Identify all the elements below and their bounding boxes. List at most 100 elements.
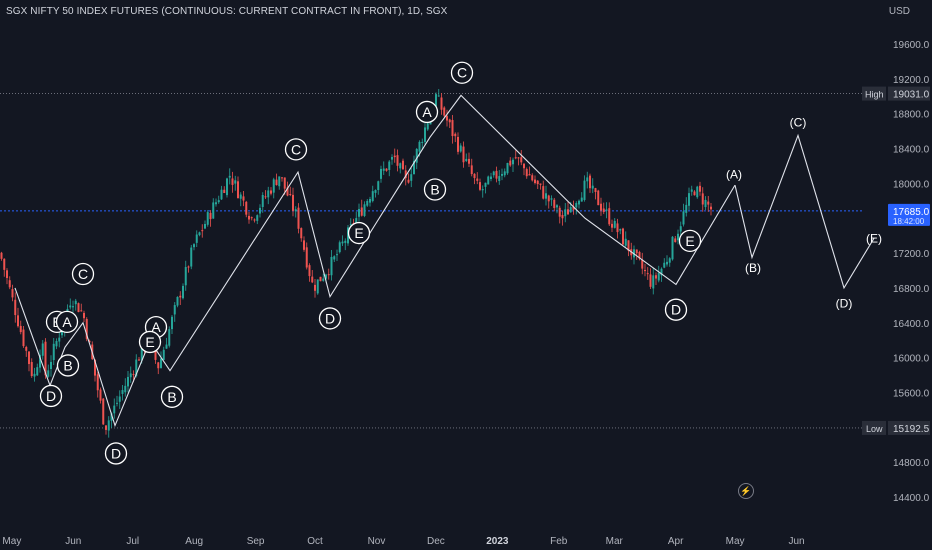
- wave-label-circle-3: [56, 354, 80, 377]
- candle-body-42: [116, 402, 118, 404]
- wave-label-circle-14: [450, 61, 474, 84]
- wave-label-0: D: [46, 388, 56, 404]
- candle-body-203: [558, 207, 561, 217]
- candle-body-233: [641, 259, 644, 269]
- candle-body-237: [652, 275, 655, 289]
- candle-body-16: [44, 341, 47, 376]
- candle-body-208: [572, 206, 575, 210]
- candle-body-10: [28, 351, 30, 365]
- candle-body-163: [448, 119, 451, 123]
- wave-label-5: D: [111, 445, 121, 461]
- wave-label-circle-0: [39, 384, 63, 408]
- candle-body-140: [385, 168, 388, 171]
- candle-body-181: [498, 176, 501, 181]
- candle-body-105: [289, 193, 292, 195]
- candle-body-236: [649, 274, 652, 287]
- candle-body-166: [457, 136, 459, 152]
- candle-body-257: [707, 201, 710, 205]
- candle-body-215: [591, 185, 594, 189]
- candle-body-141: [388, 161, 391, 170]
- candle-body-234: [644, 269, 646, 272]
- wave-label-21: (E): [866, 231, 882, 245]
- candle-body-187: [514, 157, 517, 159]
- wave-label-15: D: [671, 302, 681, 318]
- candle-body-222: [611, 223, 613, 228]
- wave-label-2: A: [62, 314, 72, 330]
- candle-body-160: [440, 97, 443, 110]
- candle-body-15: [41, 343, 44, 356]
- candle-body-90: [248, 215, 250, 220]
- candle-body-142: [391, 156, 393, 160]
- wave-label-circle-8: [160, 385, 184, 408]
- wave-line-1: [734, 133, 875, 290]
- candle-body-251: [690, 189, 693, 192]
- high-tag-value: 19031.0: [893, 90, 930, 101]
- wave-label-12: A: [422, 104, 432, 120]
- candle-body-206: [567, 209, 569, 215]
- price-axis[interactable]: 14400.014800.015200.015600.016000.016400…: [893, 40, 930, 504]
- candle-body-31: [85, 318, 88, 339]
- candle-body-76: [209, 212, 212, 220]
- candle-body-199: [547, 195, 550, 202]
- x-tick-label-6: Nov: [368, 536, 386, 547]
- candle-body-197: [542, 186, 545, 199]
- candle-body-231: [635, 249, 638, 254]
- candle-body-143: [393, 155, 396, 158]
- candle-body-209: [575, 203, 578, 208]
- candle-body-132: [363, 204, 366, 216]
- candle-body-82: [226, 178, 228, 196]
- candle-body-195: [536, 180, 539, 185]
- candle-body-20: [55, 340, 58, 347]
- candle-body-32: [88, 340, 91, 343]
- candle-body-168: [462, 146, 465, 163]
- lightning-icon[interactable]: ⚡: [738, 483, 754, 499]
- candle-body-62: [171, 316, 173, 330]
- candle-body-63: [173, 305, 176, 315]
- candle-body-214: [589, 175, 591, 189]
- candle-body-212: [583, 180, 586, 200]
- y-tick-label-11: 18800.0: [893, 110, 930, 121]
- candle-body-0: [0, 252, 3, 259]
- candle-body-158: [435, 94, 437, 107]
- candle-body-127: [349, 224, 352, 226]
- candle-body-43: [118, 396, 121, 402]
- candle-body-96: [264, 196, 267, 198]
- candle-body-81: [223, 189, 226, 194]
- wave-label-20: (D): [836, 297, 853, 311]
- candle-body-75: [206, 212, 209, 225]
- candle-body-19: [52, 343, 55, 361]
- wave-label-4: C: [78, 266, 88, 282]
- candle-body-9: [25, 346, 28, 351]
- candle-body-2: [6, 270, 8, 279]
- candle-body-167: [459, 145, 462, 152]
- candle-body-45: [124, 385, 127, 393]
- candle-body-200: [550, 198, 553, 200]
- candle-body-177: [487, 176, 490, 185]
- y-tick-label-1: 14800.0: [893, 458, 930, 469]
- candle-body-175: [481, 189, 484, 191]
- candle-body-204: [561, 214, 564, 219]
- wave-label-circle-2: [55, 310, 79, 334]
- candle-body-44: [121, 390, 124, 394]
- candle-body-150: [413, 160, 415, 175]
- wave-label-circle-10: [318, 307, 342, 330]
- candle-body-161: [443, 107, 446, 116]
- candle-body-240: [660, 268, 663, 276]
- low-tag-value: 15192.5: [893, 424, 930, 435]
- wave-label-16: E: [685, 233, 694, 249]
- candle-body-245: [674, 238, 677, 243]
- candle-body-79: [217, 200, 220, 203]
- candle-body-50: [138, 359, 140, 361]
- y-tick-label-5: 16400.0: [893, 319, 930, 330]
- low-tag-value-bg: [888, 420, 930, 435]
- time-axis[interactable]: May Jun Jul Aug Sep Oct Nov Dec 2023 Feb Mar Apr May…: [2, 536, 804, 547]
- x-tick-label-12: May: [726, 536, 745, 547]
- y-tick-label-0: 14400.0: [893, 493, 930, 504]
- candle-body-21: [58, 337, 61, 342]
- wave-label-circle-4: [71, 262, 95, 286]
- wave-label-14: C: [457, 65, 467, 81]
- candle-body-113: [311, 276, 314, 283]
